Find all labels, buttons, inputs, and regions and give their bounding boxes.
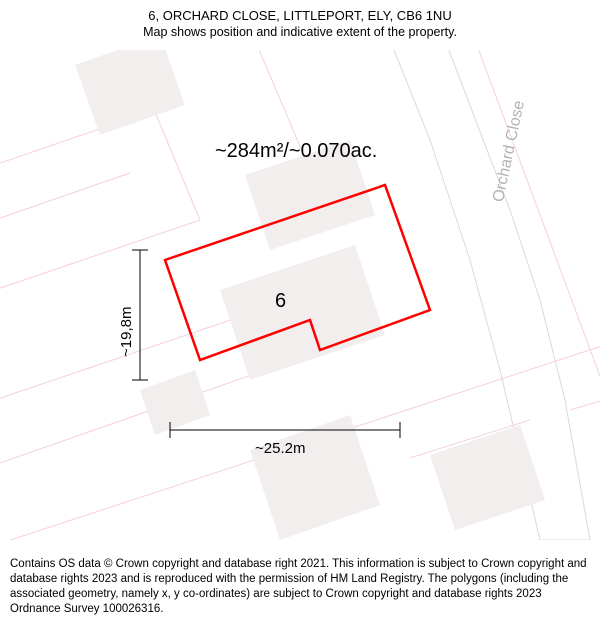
page-container: 6, ORCHARD CLOSE, LITTLEPORT, ELY, CB6 1… xyxy=(0,0,600,625)
height-dimension-label: ~19,8m xyxy=(118,307,135,357)
header: 6, ORCHARD CLOSE, LITTLEPORT, ELY, CB6 1… xyxy=(0,8,600,39)
footer-copyright: Contains OS data © Crown copyright and d… xyxy=(10,557,590,617)
page-subtitle: Map shows position and indicative extent… xyxy=(0,25,600,39)
width-dimension-label: ~25.2m xyxy=(255,440,305,457)
map-area: ~284m²/~0.070ac. ~19,8m ~25.2m 6 Orchard… xyxy=(0,50,600,540)
page-title: 6, ORCHARD CLOSE, LITTLEPORT, ELY, CB6 1… xyxy=(0,8,600,23)
area-label: ~284m²/~0.070ac. xyxy=(215,140,377,163)
parcel-number-label: 6 xyxy=(275,290,286,313)
